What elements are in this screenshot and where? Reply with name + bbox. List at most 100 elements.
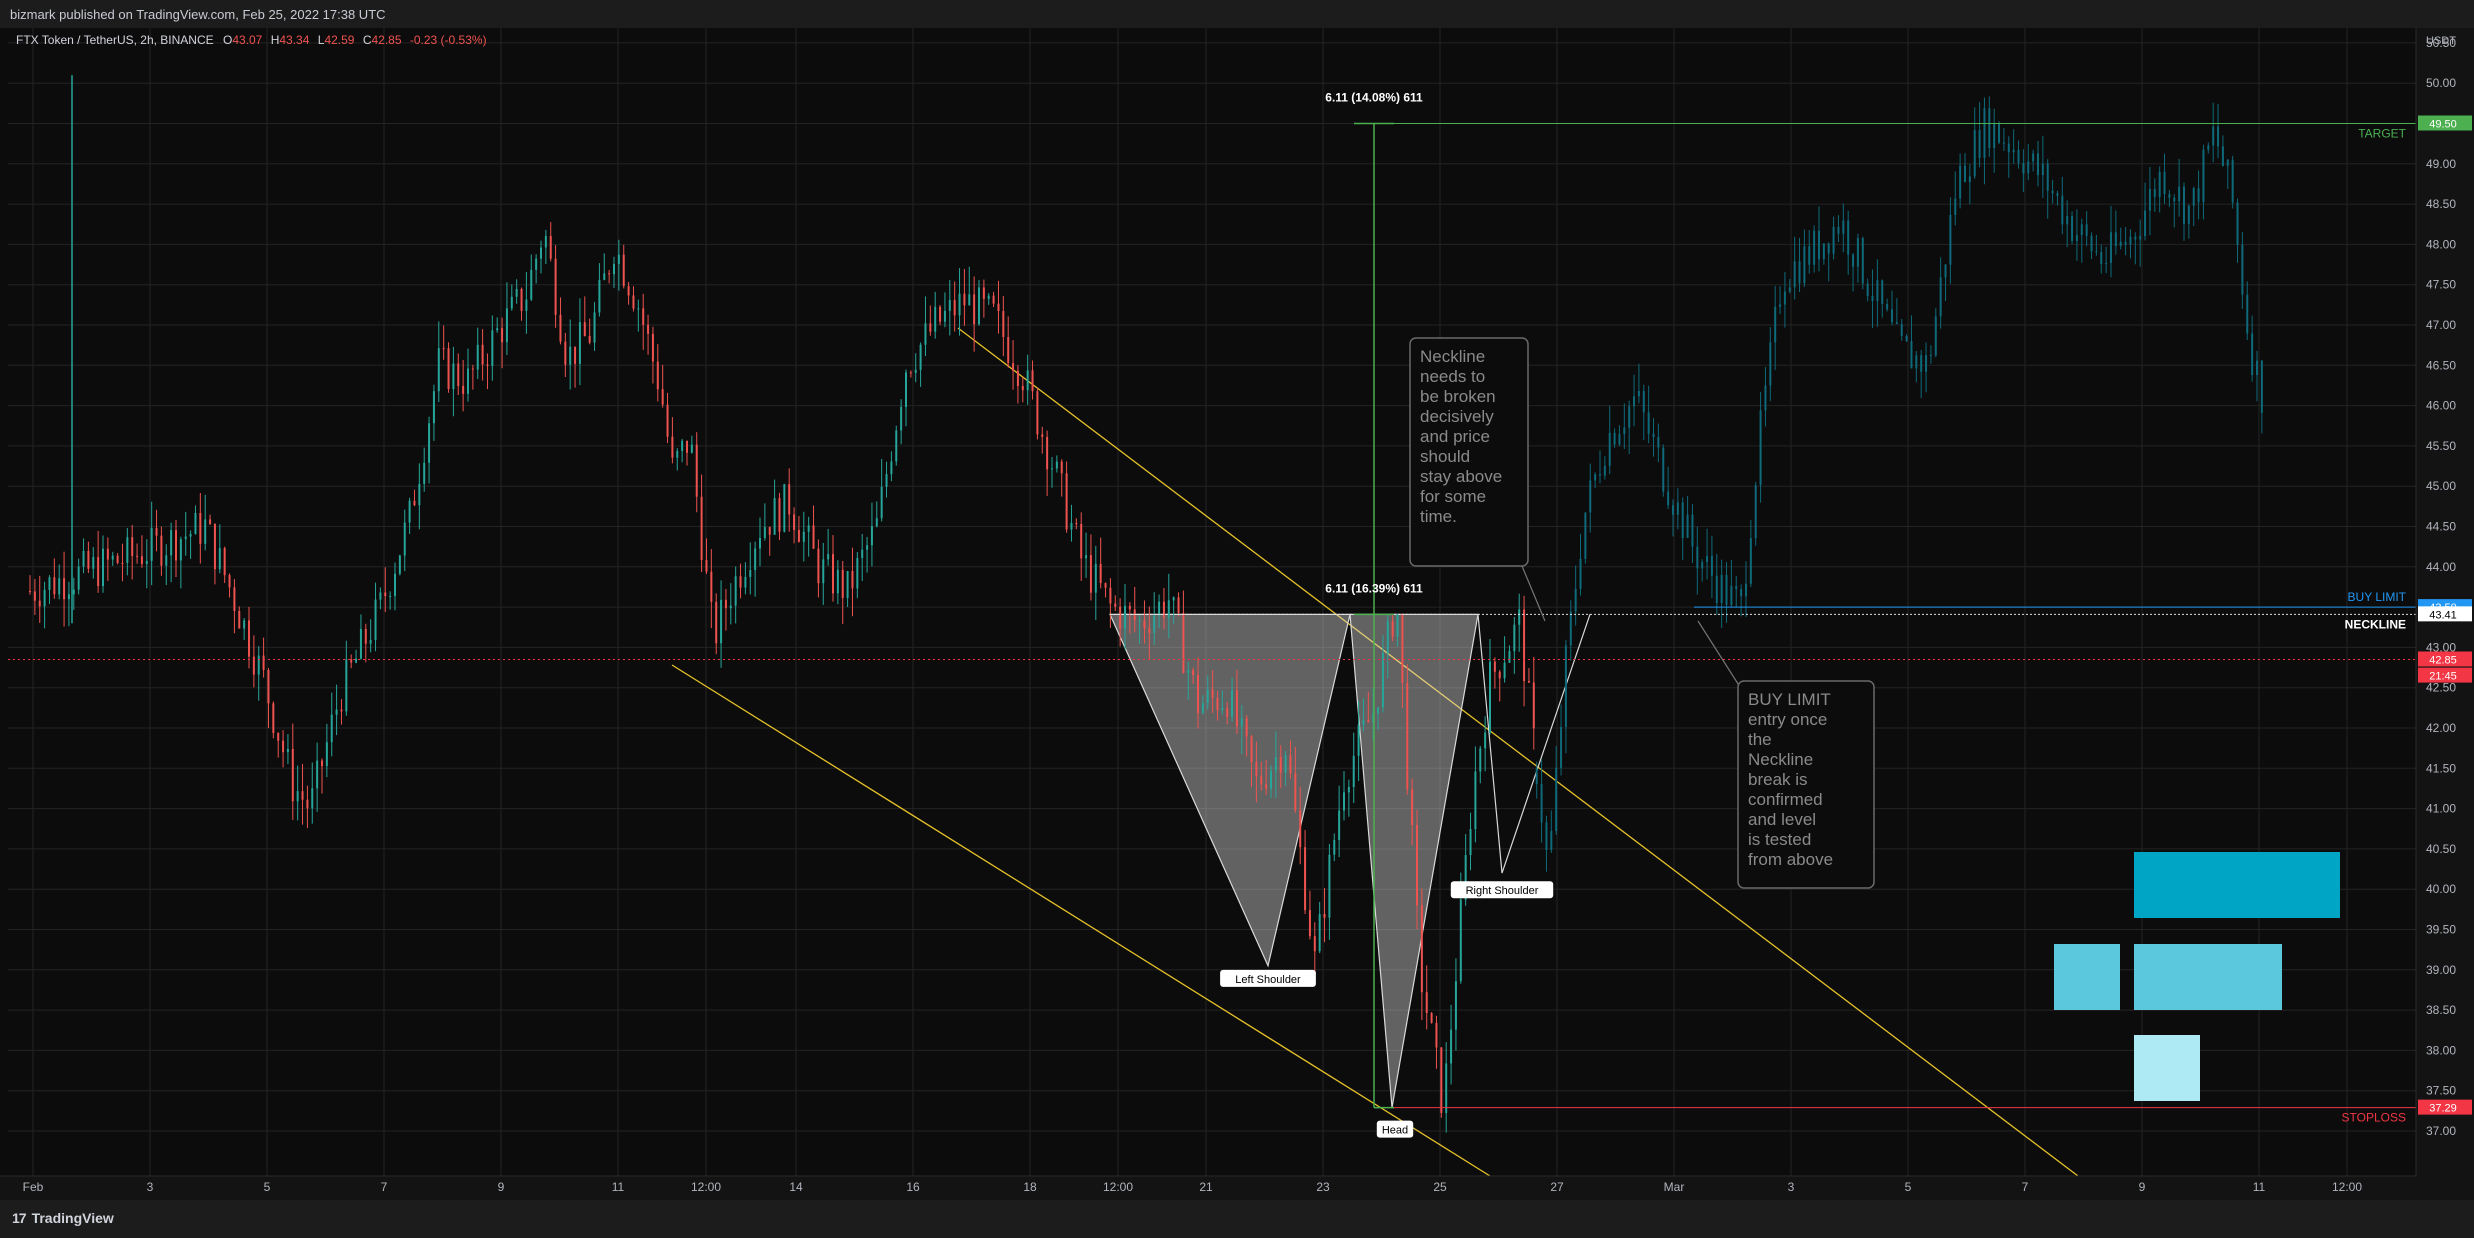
projection-candle: [1720, 575, 1723, 604]
price-axis[interactable]: 50.50 50.00 49.50 49.00 48.50 48.00 47.50 47.00…: [2415, 28, 2474, 1200]
brand-label: TradingView: [31, 1210, 114, 1226]
projection-candle: [2246, 294, 2249, 334]
candle: [1372, 713, 1375, 723]
candle: [870, 526, 873, 546]
candle: [1172, 597, 1175, 601]
candle: [890, 461, 893, 475]
candle: [992, 295, 995, 304]
projection-candle: [1876, 280, 1879, 301]
projection-candle: [1740, 589, 1743, 597]
time-tick: 11: [2253, 1180, 2266, 1194]
projection-candle: [1954, 198, 1957, 215]
candle: [671, 436, 674, 458]
projection-candle: [1769, 342, 1772, 386]
projection-candle: [1691, 514, 1694, 547]
candle: [257, 655, 260, 675]
candle: [598, 279, 601, 313]
candle: [1235, 690, 1238, 727]
projection-candle: [1628, 406, 1631, 428]
candle: [861, 549, 864, 558]
candle: [350, 659, 353, 663]
current-price-badge: 42.85: [2429, 654, 2457, 666]
tradingview-logo[interactable]: 17 TradingView: [12, 1210, 114, 1226]
svg-text:FTX Token / TetherUS, 2h, BINA: FTX Token / TetherUS, 2h, BINANCE O43.07…: [16, 33, 487, 47]
candle: [1119, 606, 1122, 629]
candle: [1226, 707, 1229, 717]
projection-candle: [1710, 555, 1713, 576]
candle: [1240, 718, 1243, 727]
candle: [1177, 597, 1180, 613]
projection-candle: [2046, 163, 2049, 191]
candle: [501, 328, 504, 343]
price-tick: 46.50: [2426, 358, 2456, 372]
candle: [267, 670, 270, 704]
right-shoulder-label-bg: [1450, 881, 1554, 899]
candle: [880, 486, 883, 519]
projection-candle: [1973, 130, 1976, 177]
time-axis[interactable]: Feb 3 5 7 9 11 12:00 14 16 18 12:00 21 23 25 27 Mar 3 5 7 9…: [0, 1175, 2474, 1200]
candle: [973, 294, 976, 325]
price-tick: 37.00: [2426, 1124, 2456, 1138]
candle: [613, 264, 615, 275]
projection-candle: [1671, 505, 1674, 515]
projection-candle: [2080, 224, 2083, 236]
projection-candle: [1779, 304, 1782, 307]
candle: [1138, 620, 1141, 622]
candle: [1454, 981, 1457, 1030]
candle: [291, 748, 294, 802]
candle: [939, 306, 942, 322]
candle: [632, 295, 635, 309]
candle: [1031, 370, 1034, 392]
candle: [131, 537, 134, 556]
price-tick: 39.50: [2426, 923, 2456, 937]
candle: [48, 577, 51, 590]
projection-candle: [1910, 341, 1913, 369]
candle: [67, 594, 70, 600]
measure-mid-label: 6.11 (16.39%) 611: [1325, 581, 1423, 595]
candle: [1518, 609, 1521, 625]
projection-candle: [1871, 295, 1874, 301]
candle: [1046, 436, 1049, 470]
projection-candle: [1608, 432, 1611, 466]
projection-candle: [2217, 126, 2220, 147]
projection-candle: [1798, 261, 1801, 284]
projection-candle: [1983, 108, 1986, 158]
price-tick: 45.00: [2426, 479, 2456, 493]
candle: [496, 328, 499, 331]
candle: [778, 498, 781, 532]
candle: [909, 372, 912, 374]
candle: [403, 522, 406, 556]
candle: [544, 235, 547, 248]
candle: [700, 496, 703, 561]
projection-candle: [1827, 243, 1830, 254]
candle: [447, 348, 450, 390]
price-tick: 47.00: [2426, 318, 2456, 332]
projection-candle: [1939, 277, 1942, 317]
legend-symbol: FTX Token / TetherUS, 2h, BINANCE: [16, 33, 214, 47]
projection-candle: [1662, 447, 1665, 492]
candle: [1065, 473, 1068, 530]
neckline-note-line: be broken: [1420, 387, 1496, 406]
candle: [914, 369, 917, 373]
projection-candle: [2056, 193, 2059, 196]
projection-candle: [1783, 291, 1786, 305]
candle: [325, 742, 328, 767]
candle: [1260, 776, 1263, 785]
projection-candle: [1735, 585, 1738, 590]
candle: [1007, 337, 1010, 364]
price-chart[interactable]: TARGET BUY LIMIT NECKLINE STOPLOSS 6.11 (14.…: [0, 28, 2474, 1200]
projection-candle: [1603, 465, 1606, 476]
projection-candle: [2061, 195, 2064, 225]
candle: [997, 303, 1000, 312]
candle: [1425, 992, 1428, 1013]
candle: [389, 595, 392, 597]
candle: [1328, 854, 1331, 918]
projection-candle: [1715, 575, 1718, 604]
candle: [384, 592, 387, 596]
candle: [583, 322, 586, 336]
candle: [486, 364, 489, 366]
projection-candle: [2236, 202, 2239, 245]
neckline-note-line: stay above: [1420, 467, 1502, 486]
price-tick: 38.50: [2426, 1003, 2456, 1017]
candle: [744, 576, 747, 588]
